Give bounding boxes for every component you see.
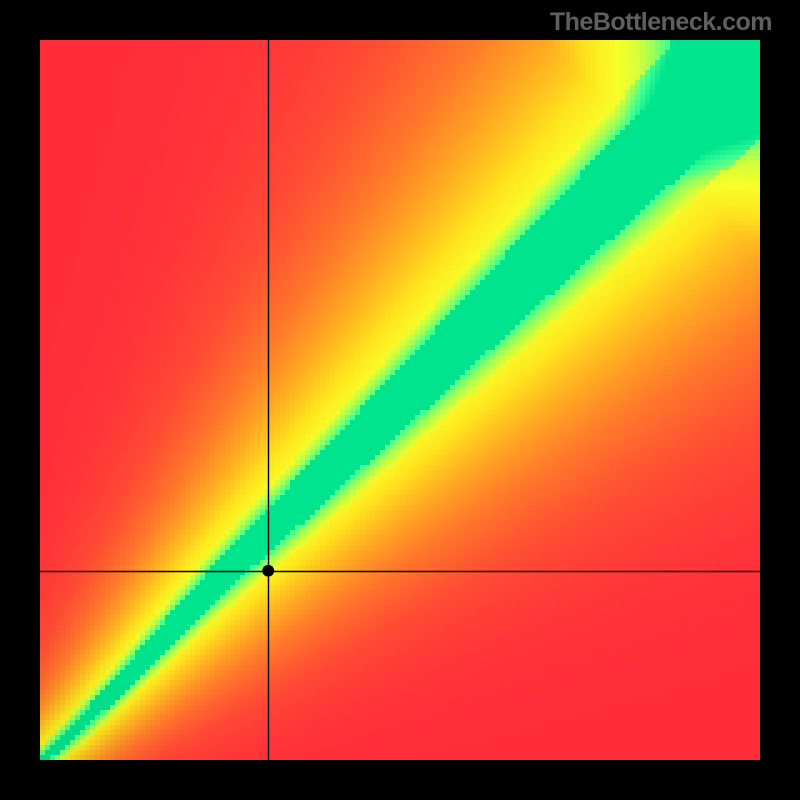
watermark-text: TheBottleneck.com [550, 8, 772, 37]
bottleneck-heatmap [40, 40, 760, 760]
figure-container: TheBottleneck.com [0, 0, 800, 800]
